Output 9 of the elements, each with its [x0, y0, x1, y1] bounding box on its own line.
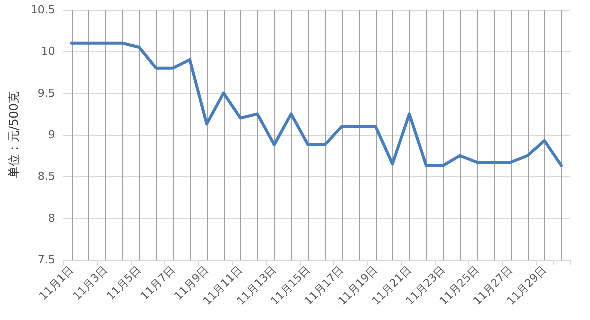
y-axis-title: 单位：元/500克 [7, 92, 21, 178]
y-tick-label: 8 [48, 212, 56, 225]
y-tick-label: 7.5 [38, 254, 56, 266]
y-tick-label: 8.5 [38, 170, 56, 184]
y-tick-label: 9.5 [38, 86, 56, 100]
y-tick-label: 9 [48, 128, 56, 142]
y-tick-label: 10.5 [30, 4, 56, 16]
y-tick-label: 10 [41, 45, 56, 58]
line-series [70, 42, 564, 168]
